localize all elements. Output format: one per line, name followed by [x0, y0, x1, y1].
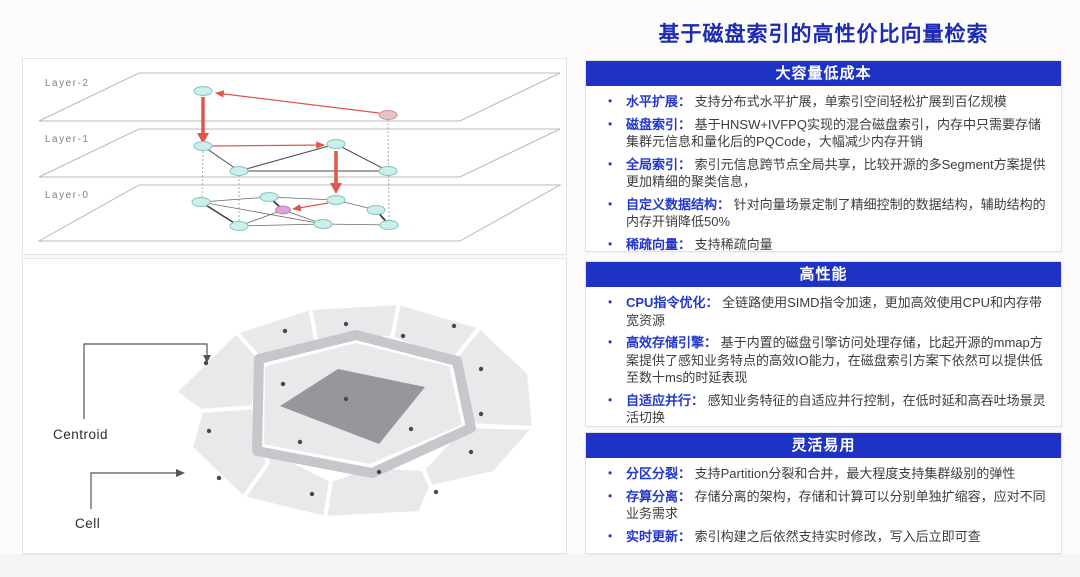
feature-bullet: • 自定义数据结构： 针对向量场景定制了精细控制的数据结构，辅助结构的内存开销降低…	[600, 196, 1051, 231]
feature-bullet: • 稀疏向量： 支持稀疏向量	[600, 236, 1051, 254]
bullet-term: 高效存储引擎：	[626, 335, 721, 350]
cell-label: Cell	[75, 516, 100, 531]
interlayer-dashed-links	[201, 118, 390, 222]
bullet-term: 实时更新：	[626, 528, 695, 544]
bottom-strip	[0, 554, 1080, 577]
bullet-term: 存算分离：	[626, 488, 695, 504]
feature-bullet: • 高效存储引擎： 基于内置的磁盘引擎访问处理存储，比起开源的mmap方案提供了感…	[600, 334, 1051, 387]
centroid-arrowhead	[203, 355, 211, 363]
bullet-desc: 支持Partition分裂和合并，最大程度支持集群级别的弹性	[694, 466, 1016, 481]
feature-bullet: • CPU指令优化： 全链路使用SIMD指令加速，更加高效使用CPU和内存带宽资源	[600, 294, 1051, 329]
centroid-label: Centroid	[53, 427, 108, 442]
cell-arrowhead	[176, 469, 185, 477]
callout-lines	[83, 343, 208, 509]
feature-bullet: • 存算分离： 存储分离的架构，存储和计算可以分别单独扩缩容，应对不同业务需求	[600, 488, 1051, 523]
bullet-dot-icon: •	[608, 156, 613, 171]
feature-bullet: • 全局索引： 索引元信息跨节点全局共享，比较开源的多Segment方案提供更加精…	[600, 156, 1051, 191]
feature-list: • 水平扩展： 支持分布式水平扩展，单索引空间轻松扩展到百亿规模 • 磁盘索引： 基于…	[586, 93, 1061, 253]
bullet-term: 分区分裂：	[626, 466, 695, 481]
bullet-desc: 针对向量场景定制了精细控制的数据结构，辅助结构的内存开销降低50%	[626, 196, 1046, 230]
section-card-flexibility: 灵活易用 • 分区分裂： 支持Partition分裂和合并，最大程度支持集群级别的…	[585, 432, 1062, 554]
bullet-dot-icon: •	[608, 488, 613, 503]
bullet-term: 磁盘索引：	[626, 116, 695, 132]
bullet-term: 自适应并行：	[626, 392, 708, 408]
bullet-desc: 基于内置的磁盘引擎访问处理存储，比起开源的mmap方案提供了感知业务特点的高效I…	[626, 335, 1043, 385]
hnsw-diagram-panel: Layer-2 Layer-1 Layer-0	[22, 58, 567, 255]
layer-planes	[37, 72, 562, 242]
bullet-term: 稀疏向量：	[626, 236, 695, 252]
graph-nodes	[191, 86, 399, 231]
hnsw-diagram: Layer-2 Layer-1 Layer-0	[37, 72, 562, 242]
voronoi-diagram-panel: Centroid Cell	[22, 258, 567, 554]
section-header: 灵活易用	[586, 433, 1061, 458]
layer0-edges	[200, 196, 390, 227]
bullet-dot-icon: •	[608, 236, 613, 251]
bullet-desc: 索引元信息跨节点全局共享，比较开源的多Segment方案提供更加精细的聚类信息，	[626, 156, 1046, 190]
entry-point-node	[378, 110, 398, 120]
layer-0-label: Layer-0	[45, 190, 89, 201]
bullet-desc: 索引构建之后依然支持实时修改，写入后立即可查	[694, 528, 981, 544]
feature-list: • CPU指令优化： 全链路使用SIMD指令加速，更加高效使用CPU和内存带宽资源…	[586, 294, 1061, 427]
bullet-dot-icon: •	[608, 392, 613, 407]
bullet-dot-icon: •	[608, 466, 613, 480]
section-card-capacity: 大容量低成本 • 水平扩展： 支持分布式水平扩展，单索引空间轻松扩展到百亿规模 • 磁…	[585, 60, 1062, 252]
feature-bullet: • 分区分裂： 支持Partition分裂和合并，最大程度支持集群级别的弹性	[600, 465, 1051, 483]
feature-bullet: • 磁盘索引： 基于HNSW+IVFPQ实现的混合磁盘索引，内存中只需要存储集群元…	[600, 116, 1051, 151]
centroid-dots	[203, 321, 484, 497]
right-column: 基于磁盘索引的高性价比向量检索 大容量低成本 • 水平扩展： 支持分布式水平扩展，…	[585, 0, 1062, 554]
feature-list: • 分区分裂： 支持Partition分裂和合并，最大程度支持集群级别的弹性 • 存算…	[586, 465, 1061, 545]
bullet-dot-icon: •	[608, 196, 613, 211]
bullet-dot-icon: •	[608, 528, 613, 543]
bullet-desc: 全链路使用SIMD指令加速，更加高效使用CPU和内存带宽资源	[626, 295, 1043, 328]
feature-bullet: • 水平扩展： 支持分布式水平扩展，单索引空间轻松扩展到百亿规模	[600, 93, 1051, 111]
section-header: 高性能	[586, 262, 1061, 287]
section-card-performance: 高性能 • CPU指令优化： 全链路使用SIMD指令加速，更加高效使用CPU和内存…	[585, 261, 1062, 427]
layer1-edges	[202, 143, 389, 172]
feature-bullet: • 实时更新： 索引构建之后依然支持实时修改，写入后立即可查	[600, 528, 1051, 546]
bullet-dot-icon: •	[608, 335, 613, 349]
highlight-region	[280, 369, 425, 444]
bullet-dot-icon: •	[608, 295, 613, 309]
bullet-dot-icon: •	[608, 94, 613, 108]
bullet-desc: 支持分布式水平扩展，单索引空间轻松扩展到百亿规模	[694, 94, 1007, 109]
search-path-arrows	[197, 90, 380, 212]
voronoi-diagram: Centroid Cell	[53, 301, 536, 531]
bullet-term: 水平扩展：	[626, 94, 695, 109]
bullet-term: 全局索引：	[626, 156, 695, 172]
bullet-desc: 感知业务特征的自适应并行控制，在低时延和高吞吐场景灵活切换	[626, 392, 1046, 426]
bullet-desc: 基于HNSW+IVFPQ实现的混合磁盘索引，内存中只需要存储集群元信息和量化后的…	[626, 116, 1041, 150]
target-node	[275, 205, 291, 215]
bullet-term: 自定义数据结构：	[626, 196, 734, 212]
layer-1-label: Layer-1	[45, 134, 89, 145]
highlight-ring	[252, 330, 476, 478]
bullet-dot-icon: •	[608, 116, 613, 131]
bullet-desc: 支持稀疏向量	[694, 236, 773, 252]
page-title: 基于磁盘索引的高性价比向量检索	[658, 23, 989, 46]
layer-2-label: Layer-2	[45, 78, 89, 89]
bullet-term: CPU指令优化：	[626, 295, 723, 310]
bullet-desc: 存储分离的架构，存储和计算可以分别单独扩缩容，应对不同业务需求	[626, 488, 1046, 522]
section-header: 大容量低成本	[586, 61, 1061, 86]
feature-bullet: • 自适应并行： 感知业务特征的自适应并行控制，在低时延和高吞吐场景灵活切换	[600, 392, 1051, 427]
